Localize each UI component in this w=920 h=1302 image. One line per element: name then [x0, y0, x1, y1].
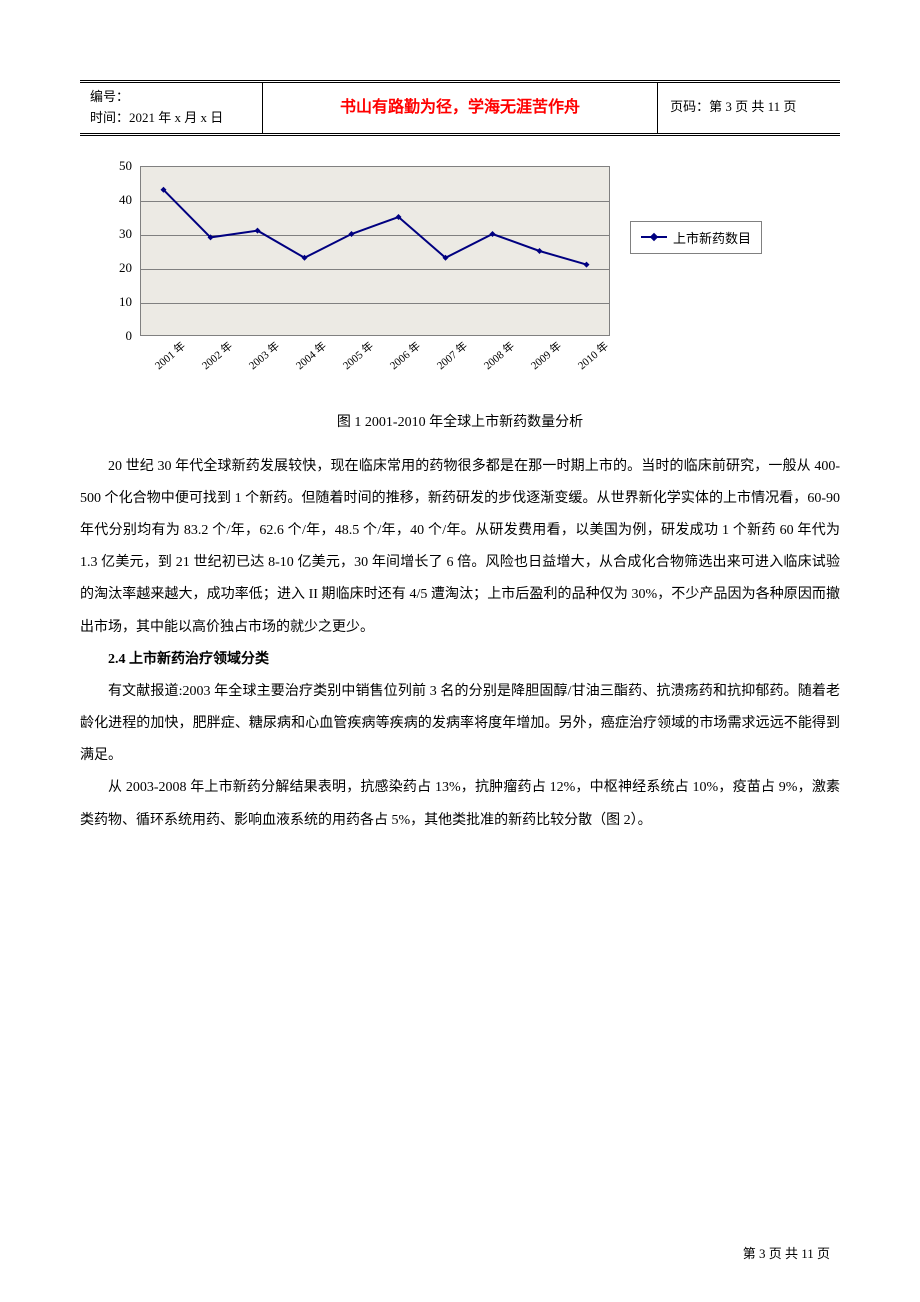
legend-label: 上市新药数目 — [673, 228, 751, 247]
x-tick-label: 2001 年 — [151, 337, 189, 372]
paragraph-2: 有文献报道:2003 年全球主要治疗类别中销售位列前 3 名的分别是降胆固醇/甘… — [80, 676, 840, 773]
x-tick-label: 2010 年 — [574, 337, 612, 372]
y-tick-label: 20 — [80, 260, 132, 276]
x-tick-label: 2008 年 — [480, 337, 518, 372]
x-tick-label: 2005 年 — [339, 337, 377, 372]
doc-date-label: 时间：2021 年 x 月 x 日 — [90, 108, 252, 129]
page-footer: 第 3 页 共 11 页 — [743, 1243, 830, 1262]
subheading-2-4: 2.4 上市新药治疗领域分类 — [80, 644, 840, 676]
body-text: 20 世纪 30 年代全球新药发展较快，现在临床常用的药物很多都是在那一时期上市… — [80, 451, 840, 837]
x-axis: 2001 年2002 年2003 年2004 年2005 年2006 年2007… — [140, 342, 610, 392]
motto-text: 书山有路勤为径，学海无涯苦作舟 — [340, 99, 580, 116]
x-tick-label: 2007 年 — [433, 337, 471, 372]
doc-id-label: 编号： — [90, 87, 252, 108]
x-tick-label: 2006 年 — [386, 337, 424, 372]
y-tick-label: 40 — [80, 192, 132, 208]
header-table: 编号： 时间：2021 年 x 月 x 日 书山有路勤为径，学海无涯苦作舟 页码… — [80, 80, 840, 136]
paragraph-1: 20 世纪 30 年代全球新药发展较快，现在临床常用的药物很多都是在那一时期上市… — [80, 451, 840, 644]
chart-area: 01020304050 2001 年2002 年2003 年2004 年2005… — [80, 166, 620, 396]
chart-series — [140, 166, 610, 336]
paragraph-3: 从 2003-2008 年上市新药分解结果表明，抗感染药占 13%，抗肿瘤药占 … — [80, 772, 840, 836]
x-tick-label: 2009 年 — [527, 337, 565, 372]
x-tick-label: 2004 年 — [292, 337, 330, 372]
chart-caption: 图 1 2001-2010 年全球上市新药数量分析 — [80, 411, 840, 431]
x-tick-label: 2003 年 — [245, 337, 283, 372]
page-label: 页码：第 3 页 共 11 页 — [670, 99, 796, 114]
legend-marker-icon — [641, 236, 667, 238]
y-tick-label: 0 — [80, 328, 132, 344]
x-tick-label: 2002 年 — [198, 337, 236, 372]
y-tick-label: 10 — [80, 294, 132, 310]
y-tick-label: 50 — [80, 158, 132, 174]
chart-legend: 上市新药数目 — [630, 221, 762, 254]
chart-container: 01020304050 2001 年2002 年2003 年2004 年2005… — [80, 166, 840, 396]
y-tick-label: 30 — [80, 226, 132, 242]
